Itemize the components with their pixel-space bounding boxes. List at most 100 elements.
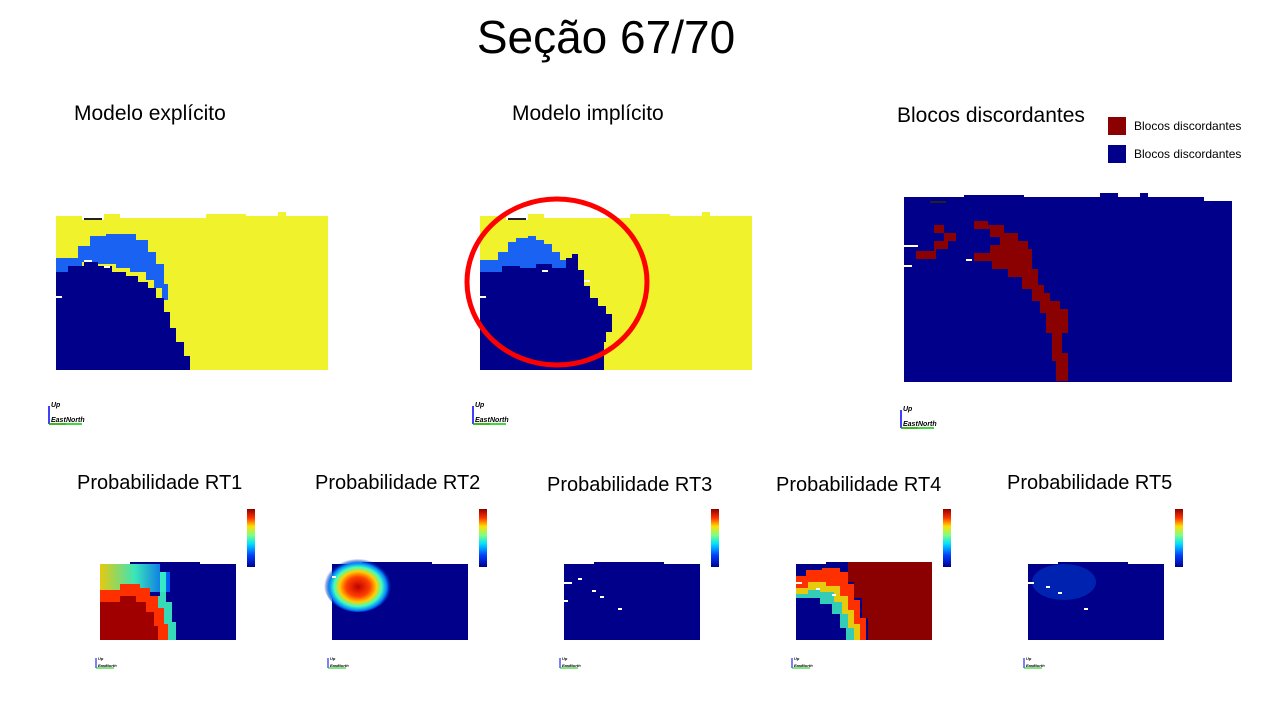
- triad-east-label: East: [562, 663, 571, 668]
- prob-rt5-low-patch: [1032, 564, 1096, 600]
- prob-rt4-title: Probabilidade RT4: [776, 474, 942, 496]
- orientation-triad-explicit: Up East North: [46, 402, 94, 428]
- orientation-triad-implicit: Up East North: [470, 402, 518, 428]
- prob-rt2-image: [324, 556, 468, 640]
- legend-label-blue: Blocos discordantes: [1134, 147, 1242, 161]
- legend-item-red: Blocos discordantes: [1108, 117, 1241, 135]
- prob-rt3-image: [564, 562, 700, 640]
- orientation-triad-rt4: Up East North: [791, 656, 813, 669]
- discordant-red-spot: [934, 225, 944, 233]
- prob-rt4-high-region: [848, 562, 932, 640]
- prob-rt2-hotspot: [324, 556, 392, 612]
- prob-rt1-image: [100, 562, 236, 640]
- triad-up-label: Up: [794, 656, 800, 661]
- explicit-borehole-mark: [84, 260, 92, 262]
- discordant-borehole-mark: [904, 245, 918, 247]
- slide-title: Seção 67/70: [476, 11, 736, 63]
- orientation-triad-rt2: Up East North: [327, 656, 349, 669]
- highlight-red-circle: [464, 196, 650, 368]
- prob-rt5-borehole-mark: [1046, 586, 1050, 588]
- explicit-model-image: [56, 212, 328, 370]
- prob-rt2-borehole-mark: [332, 576, 336, 578]
- implicit-surface-mark: [508, 218, 526, 220]
- prob-rt5-borehole-mark: [1084, 608, 1088, 610]
- prob-rt4-borehole-mark: [796, 582, 802, 584]
- discordant-borehole-mark: [966, 259, 972, 261]
- prob-rt3-borehole-mark: [592, 590, 596, 592]
- explicit-borehole-mark: [104, 266, 110, 268]
- explicit-model-title: Modelo explícito: [74, 102, 226, 125]
- implicit-borehole-mark: [480, 296, 486, 298]
- prob-rt3-borehole-mark: [618, 608, 622, 610]
- red-circle-outline: [464, 196, 650, 368]
- explicit-borehole-mark: [56, 296, 62, 298]
- prob-rt4-cyan-edge: [796, 590, 854, 640]
- triad-north-label: North: [338, 663, 349, 668]
- triad-up-label: Up: [51, 402, 61, 409]
- implicit-model-image: [480, 212, 752, 370]
- implicit-darkblue-region: [480, 254, 612, 370]
- triad-east-label: East: [1026, 663, 1035, 668]
- triad-arrows: Up East North: [472, 402, 509, 425]
- prob-rt3-borehole-mark: [600, 596, 604, 598]
- triad-north-label: North: [1034, 663, 1045, 668]
- triad-north-label: North: [490, 417, 509, 424]
- triad-up-label: Up: [903, 406, 913, 413]
- prob-rt3-borehole-mark: [578, 578, 582, 580]
- prob-rt5-colorbar: [1175, 509, 1183, 567]
- triad-north-label: North: [802, 663, 813, 668]
- prob-rt4-borehole-mark: [832, 594, 836, 596]
- triad-north-label: North: [106, 663, 117, 668]
- orientation-triad-rt3: Up East North: [559, 656, 581, 669]
- triad-east-label: East: [794, 663, 803, 668]
- triad-east-label: East: [51, 417, 66, 424]
- triad-arrows: Up East North: [900, 406, 937, 429]
- discordant-surface-mark: [930, 201, 946, 203]
- discordant-blocks-image: [904, 193, 1232, 382]
- prob-rt5-image: [1028, 562, 1164, 640]
- prob-rt5-borehole-mark: [1058, 592, 1062, 594]
- prob-rt1-transition: [100, 564, 170, 592]
- triad-up-label: Up: [98, 656, 104, 661]
- triad-north-label: North: [570, 663, 581, 668]
- prob-rt3-background: [564, 562, 700, 640]
- prob-rt4-image: [796, 562, 932, 640]
- triad-up-label: Up: [562, 656, 568, 661]
- triad-north-label: North: [918, 421, 937, 428]
- triad-east-label: East: [475, 417, 490, 424]
- discordant-blue-region: [904, 193, 1232, 382]
- prob-rt5-title: Probabilidade RT5: [1007, 472, 1173, 494]
- implicit-borehole-mark: [584, 280, 590, 282]
- prob-rt3-borehole-mark: [564, 600, 568, 602]
- prob-rt5-borehole-mark: [1028, 582, 1034, 584]
- prob-rt1-colorbar: [247, 509, 255, 567]
- prob-rt2-title: Probabilidade RT2: [315, 472, 481, 494]
- prob-rt1-edge: [158, 572, 176, 640]
- prob-rt4-colorbar: [943, 509, 951, 567]
- discordant-borehole-mark: [904, 265, 912, 267]
- prob-rt4-transition: [796, 582, 860, 640]
- triad-up-label: Up: [475, 402, 485, 409]
- implicit-lightblue-region: [480, 236, 568, 272]
- triad-up-label: Up: [1026, 656, 1032, 661]
- explicit-lightblue-region: [56, 234, 168, 300]
- prob-rt3-title: Probabilidade RT3: [547, 474, 713, 496]
- prob-rt4-band: [796, 568, 866, 640]
- legend-item-blue: Blocos discordantes: [1108, 145, 1241, 163]
- discordant-red-branch: [916, 233, 956, 259]
- triad-east-label: East: [330, 663, 339, 668]
- implicit-borehole-mark: [542, 270, 548, 272]
- discordant-legend: Blocos discordantes Blocos discordantes: [1108, 117, 1241, 163]
- prob-rt4-borehole-mark: [816, 588, 820, 590]
- legend-swatch-blue: [1108, 145, 1126, 163]
- orientation-triad-discordant: Up East North: [898, 406, 946, 432]
- legend-label-red: Blocos discordantes: [1134, 119, 1242, 133]
- orientation-triad-rt1: Up East North: [95, 656, 117, 669]
- implicit-model-title: Modelo implícito: [512, 102, 664, 125]
- triad-up-label: Up: [330, 656, 336, 661]
- explicit-surface-mark: [84, 218, 102, 220]
- explicit-darkblue-region: [56, 262, 190, 370]
- legend-swatch-red: [1108, 117, 1126, 135]
- triad-east-label: East: [98, 663, 107, 668]
- triad-north-label: North: [66, 417, 85, 424]
